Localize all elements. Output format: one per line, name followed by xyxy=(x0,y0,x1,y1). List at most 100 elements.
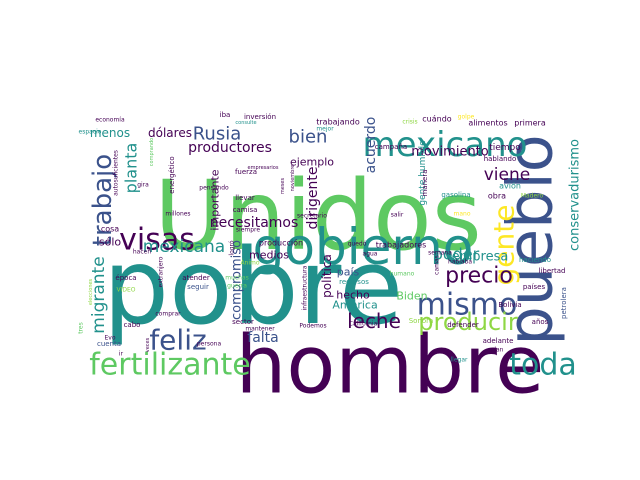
cloud-word: alimentos xyxy=(468,119,507,128)
cloud-word: leche xyxy=(347,309,401,333)
cloud-word: producción xyxy=(259,238,303,248)
cloud-word: agua xyxy=(363,251,378,258)
cloud-word: economía xyxy=(95,117,125,124)
cloud-word: VIDEO xyxy=(116,287,135,294)
cloud-word: mejor xyxy=(316,126,334,133)
cloud-word: necesitamos xyxy=(210,215,299,231)
cloud-word: viene xyxy=(484,165,530,185)
cloud-word: Evo xyxy=(104,335,115,342)
cloud-word: Bolivia xyxy=(498,301,521,309)
cloud-word: energético xyxy=(168,156,176,193)
cloud-word: dólares xyxy=(148,126,192,140)
cloud-word: humano xyxy=(390,271,415,278)
cloud-word: quedó xyxy=(348,241,367,248)
cloud-word: hombre xyxy=(236,319,545,412)
cloud-word: noviembre xyxy=(290,165,296,192)
cloud-word: hecho xyxy=(336,289,370,302)
cloud-word: avión xyxy=(499,181,521,191)
cloud-word: mexicano xyxy=(363,125,528,165)
cloud-word: gira xyxy=(137,182,149,189)
cloud-word: guerra xyxy=(227,283,247,290)
cloud-word: llegar xyxy=(451,357,469,364)
cloud-word: salir xyxy=(391,212,404,219)
cloud-word: tiempo xyxy=(489,143,521,153)
cloud-word: visas xyxy=(119,223,195,258)
cloud-word: obra xyxy=(488,192,506,201)
cloud-word: Biden xyxy=(396,290,427,303)
cloud-word: petrolera xyxy=(560,287,568,319)
cloud-word: fuerza xyxy=(235,168,257,176)
cloud-word: Sonora xyxy=(409,317,434,325)
cloud-word: hablaba xyxy=(448,259,472,266)
cloud-word: gente xyxy=(488,205,521,286)
cloud-word: cuenta xyxy=(97,340,121,348)
cloud-word: seguir xyxy=(187,283,209,291)
cloud-word: acuerdo xyxy=(363,117,379,174)
cloud-word: fertilizante xyxy=(89,348,250,383)
cloud-word: época xyxy=(115,274,136,282)
cloud-word: sector xyxy=(232,318,254,326)
cloud-word: falta xyxy=(247,330,278,346)
cloud-word: autosuficientes xyxy=(113,150,120,196)
cloud-word: elecciones xyxy=(88,278,94,305)
cloud-word: camisa xyxy=(233,206,258,214)
cloud-word: libertad xyxy=(539,267,566,275)
cloud-word: cosa xyxy=(101,225,119,234)
cloud-word: medios xyxy=(249,249,289,262)
cloud-word: sólo xyxy=(99,236,122,249)
cloud-word: Unidos xyxy=(154,160,481,272)
cloud-word: poder xyxy=(433,245,480,264)
cloud-word: producir xyxy=(418,308,518,336)
cloud-word: gobierno xyxy=(253,218,474,276)
cloud-word: dirigente xyxy=(305,167,321,230)
cloud-word: llevar xyxy=(235,194,255,202)
cloud-word: planta xyxy=(122,143,141,194)
cloud-word: años xyxy=(532,318,549,326)
cloud-word: compromiso xyxy=(230,240,245,320)
cloud-word: Ánimo xyxy=(240,260,259,267)
cloud-word: política xyxy=(320,254,334,298)
cloud-word: plan xyxy=(491,347,504,354)
cloud-word: manera xyxy=(421,169,429,196)
cloud-word: importante xyxy=(209,169,222,230)
cloud-word: mexicana xyxy=(143,237,225,257)
cloud-word: consulte xyxy=(235,120,256,126)
cloud-word: veces xyxy=(145,337,151,352)
cloud-word: país xyxy=(337,266,360,279)
cloud-word: pueblo xyxy=(494,134,567,345)
cloud-word: camas xyxy=(434,255,441,275)
cloud-word: comprando xyxy=(149,138,155,166)
cloud-word: Madero xyxy=(521,193,544,200)
cloud-word: infraestructura xyxy=(302,265,309,310)
cloud-word: mantener xyxy=(245,326,275,333)
cloud-word: atender xyxy=(182,274,210,282)
cloud-word: gasolina xyxy=(441,191,470,199)
cloud-word: trabajadores xyxy=(376,241,427,250)
cloud-word: migrante xyxy=(89,256,109,333)
cloud-word: hacen xyxy=(133,249,151,256)
cloud-word: toda xyxy=(509,348,577,383)
cloud-word: campaña xyxy=(375,143,407,151)
cloud-word: empresarios xyxy=(248,165,279,171)
cloud-word: trabajo xyxy=(88,154,118,246)
cloud-word: países xyxy=(523,283,546,291)
cloud-word: mano xyxy=(454,211,471,218)
cloud-word: productores xyxy=(188,140,272,156)
cloud-word: California xyxy=(349,321,378,328)
cloud-word: cuándo xyxy=(422,115,452,124)
cloud-word: defender xyxy=(447,321,479,329)
cloud-word: América xyxy=(332,299,377,312)
cloud-word: extranjero xyxy=(158,256,165,287)
cloud-word: crisis xyxy=(402,119,417,126)
cloud-word: siempre xyxy=(236,227,260,234)
cloud-word: trabajando xyxy=(316,118,360,127)
cloud-word: meses xyxy=(280,177,286,194)
cloud-word: ir xyxy=(119,351,124,358)
cloud-word: menos xyxy=(90,126,130,140)
cloud-word: gente humilde xyxy=(418,140,428,206)
cloud-word: espacio xyxy=(79,129,102,136)
cloud-word: ejemplo xyxy=(290,156,334,169)
